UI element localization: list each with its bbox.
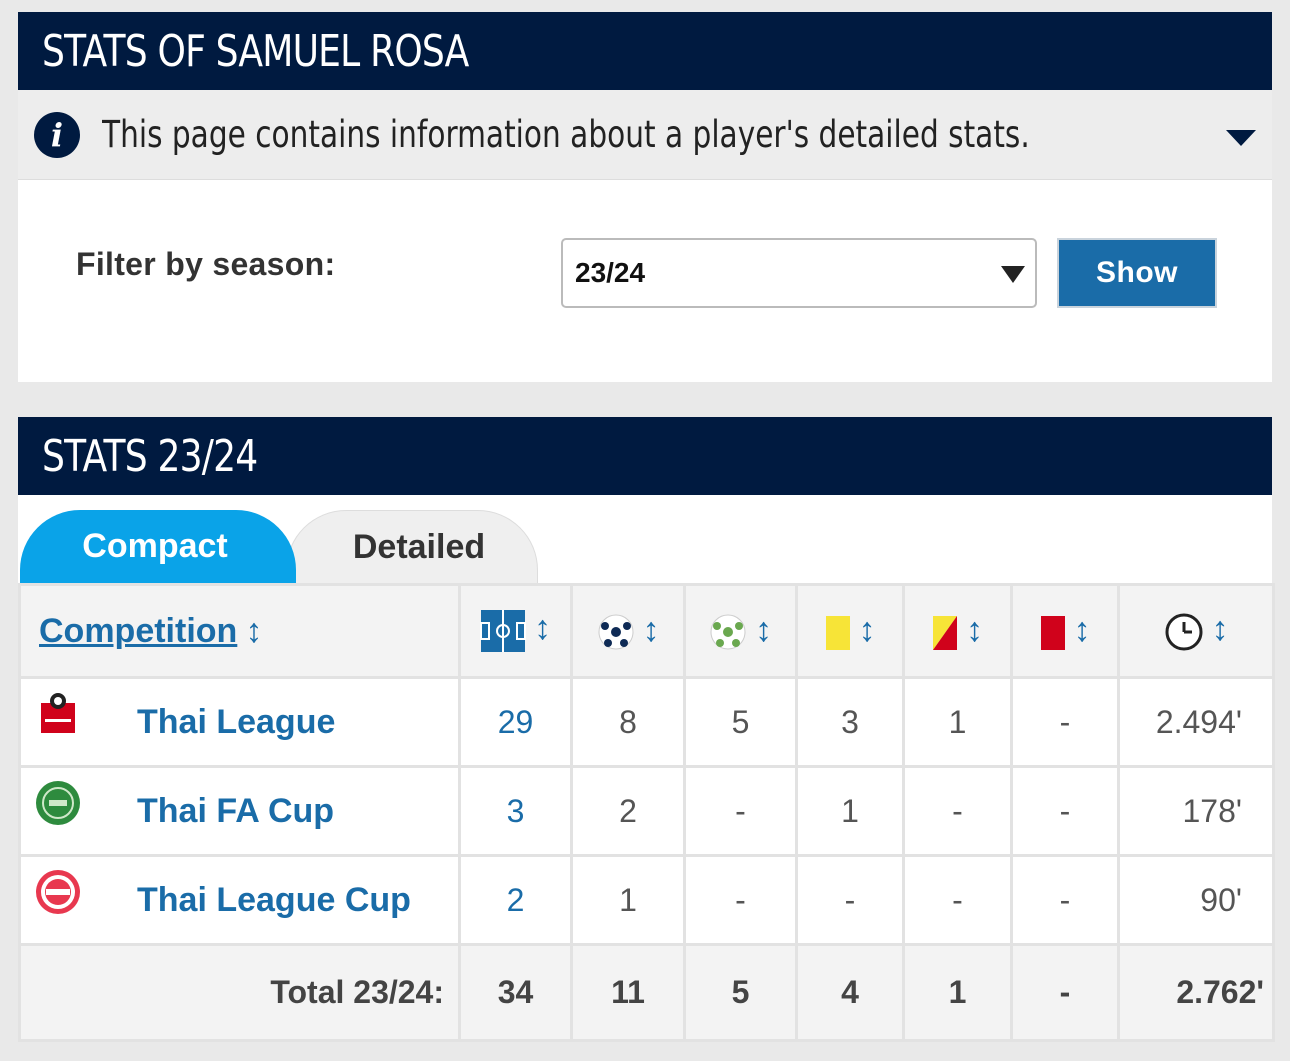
sort-icon[interactable]: ↕ <box>1073 611 1091 650</box>
assists-icon <box>709 613 747 651</box>
assists-cell: - <box>683 765 798 857</box>
table-row: Thai FA Cup 3 2 - 1 - - 178' <box>18 765 1275 857</box>
red-cell: - <box>1010 676 1120 768</box>
table-header-row: Competition ↕ ↕ ↕ ↕ <box>18 583 1275 679</box>
yellow-card-header[interactable]: ↕ <box>795 583 905 679</box>
clock-icon <box>1164 612 1204 652</box>
thai-league-logo <box>35 691 81 737</box>
competition-link[interactable]: Thai League <box>137 702 336 741</box>
table-row: Thai League 29 8 5 3 1 - 2.494' <box>18 676 1275 768</box>
second-yellow-header[interactable]: ↕ <box>902 583 1013 679</box>
yellow-cell: 3 <box>795 676 905 768</box>
season-stats-panel: STATS 23/24 Detailed Compact Competition… <box>18 417 1275 1042</box>
apps-cell[interactable]: 3 <box>458 765 573 857</box>
sort-icon[interactable]: ↕ <box>755 610 772 649</box>
red-cell: - <box>1010 765 1120 857</box>
goals-cell: 2 <box>570 765 686 857</box>
tab-detailed[interactable]: Detailed <box>286 510 538 583</box>
table-row: Thai League Cup 2 1 - - - - 90' <box>18 854 1275 946</box>
dropdown-arrow-icon <box>1001 266 1025 283</box>
competition-header[interactable]: Competition ↕ <box>18 583 461 679</box>
goals-cell: 8 <box>570 676 686 768</box>
total-goals: 11 <box>570 943 686 1042</box>
stats-header: STATS 23/24 <box>18 417 1272 495</box>
competition-cell: Thai League <box>18 676 461 768</box>
thai-league-cup-logo <box>35 869 81 915</box>
minutes-cell: 2.494' <box>1117 676 1275 768</box>
tab-compact[interactable]: Compact <box>20 510 296 583</box>
competition-cell: Thai League Cup <box>18 854 461 946</box>
total-assists: 5 <box>683 943 798 1042</box>
stats-table: Competition ↕ ↕ ↕ ↕ <box>18 583 1275 1042</box>
sort-icon[interactable]: ↕ <box>534 609 551 648</box>
goals-header[interactable]: ↕ <box>570 583 686 679</box>
competition-link[interactable]: Thai League Cup <box>137 880 411 919</box>
view-tabs: Detailed Compact <box>18 510 1272 583</box>
second-yellow-icon <box>932 615 958 651</box>
season-select[interactable]: 23/24 <box>561 238 1037 308</box>
total-second-yellow: 1 <box>902 943 1013 1042</box>
assists-header[interactable]: ↕ <box>683 583 798 679</box>
minutes-header[interactable]: ↕ <box>1117 583 1275 679</box>
appearances-icon <box>480 609 526 653</box>
info-icon: i <box>34 111 80 158</box>
sort-icon[interactable]: ↕ <box>1211 610 1229 649</box>
sort-icon[interactable]: ↕ <box>858 611 876 650</box>
filter-label: Filter by season: <box>76 246 336 282</box>
minutes-cell: 90' <box>1117 854 1275 946</box>
total-yellow: 4 <box>795 943 905 1042</box>
assists-cell: 5 <box>683 676 798 768</box>
second-yellow-cell: - <box>902 854 1013 946</box>
second-yellow-cell: - <box>902 765 1013 857</box>
show-button[interactable]: Show <box>1057 238 1217 308</box>
apps-cell[interactable]: 29 <box>458 676 573 768</box>
competition-sort-link[interactable]: Competition <box>39 611 238 650</box>
info-text: This page contains information about a p… <box>102 113 1038 156</box>
goals-cell: 1 <box>570 854 686 946</box>
competition-cell: Thai FA Cup <box>18 765 461 857</box>
red-cell: - <box>1010 854 1120 946</box>
sort-icon[interactable]: ↕ <box>245 611 263 650</box>
thai-fa-cup-logo <box>35 780 81 826</box>
appearances-header[interactable]: ↕ <box>458 583 573 679</box>
red-card-header[interactable]: ↕ <box>1010 583 1120 679</box>
total-label: Total 23/24: <box>18 943 461 1042</box>
player-stats-panel: STATS OF SAMUEL ROSA i This page contain… <box>18 12 1272 382</box>
second-yellow-cell: 1 <box>902 676 1013 768</box>
red-card-icon <box>1040 615 1066 651</box>
yellow-cell: 1 <box>795 765 905 857</box>
chevron-down-icon[interactable] <box>1226 130 1256 146</box>
info-bar[interactable]: i This page contains information about a… <box>18 90 1272 180</box>
total-red: - <box>1010 943 1120 1042</box>
assists-cell: - <box>683 854 798 946</box>
sort-icon[interactable]: ↕ <box>966 611 983 650</box>
total-minutes: 2.762' <box>1117 943 1275 1042</box>
total-row: Total 23/24: 34 11 5 4 1 - 2.762' <box>18 943 1275 1042</box>
stats-title: STATS 23/24 <box>42 430 258 482</box>
season-select-value: 23/24 <box>575 257 646 288</box>
minutes-cell: 178' <box>1117 765 1275 857</box>
sort-icon[interactable]: ↕ <box>642 610 660 649</box>
competition-link[interactable]: Thai FA Cup <box>137 791 335 830</box>
yellow-cell: - <box>795 854 905 946</box>
apps-cell[interactable]: 2 <box>458 854 573 946</box>
panel-header: STATS OF SAMUEL ROSA <box>18 12 1272 90</box>
page-title: STATS OF SAMUEL ROSA <box>42 25 469 77</box>
yellow-card-icon <box>825 615 851 651</box>
goals-icon <box>597 613 635 651</box>
total-apps: 34 <box>458 943 573 1042</box>
